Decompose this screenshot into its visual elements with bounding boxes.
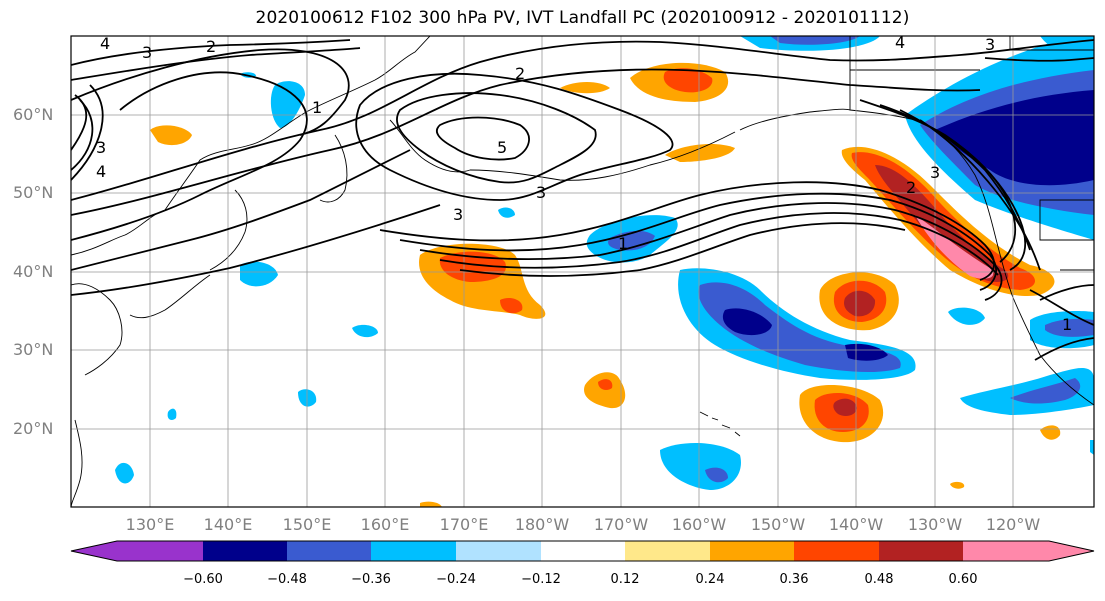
colorbar (70, 540, 1095, 562)
contour-label: 1 (1062, 315, 1072, 334)
lon-label: 170°W (593, 515, 649, 534)
colorbar-swatch (710, 541, 794, 561)
contour-label: 4 (96, 162, 106, 181)
contour-label: 1 (618, 234, 628, 253)
contour-label: 2 (206, 37, 216, 56)
contour-label: 1 (312, 98, 322, 117)
lat-label: 50°N (13, 183, 54, 202)
colorbar-swatch (287, 541, 371, 561)
contour-label: 2 (515, 64, 525, 83)
lon-label: 140°W (828, 515, 884, 534)
colorbar-swatch (879, 541, 963, 561)
lon-label: 150°W (750, 515, 806, 534)
contour-labels: 4 3 2 1 3 4 2 5 3 3 1 2 4 3 3 1 (96, 33, 1072, 334)
colorbar-extend-low (71, 541, 117, 561)
colorbar-swatch (456, 541, 541, 561)
lon-label: 140°E (203, 515, 253, 534)
contour-label: 3 (142, 43, 152, 62)
colorbar-swatch (963, 541, 1049, 561)
contour-label: 2 (906, 178, 916, 197)
colorbar-tick-label: 0.60 (948, 572, 978, 587)
lon-label: 150°E (282, 515, 332, 534)
lat-label: 60°N (13, 105, 54, 124)
colorbar-swatch (203, 541, 287, 561)
colorbar-swatch (117, 541, 203, 561)
colorbar-tick-label: −0.48 (267, 572, 307, 587)
contour-label: 3 (930, 163, 940, 182)
contour-label: 3 (453, 205, 463, 224)
contour-label: 3 (96, 138, 106, 157)
pv-contours (71, 39, 1094, 361)
colorbar-swatch (371, 541, 456, 561)
colorbar-swatch (794, 541, 879, 561)
lon-label: 160°W (671, 515, 727, 534)
lon-label: 170°E (439, 515, 489, 534)
colorbar-tick-label: −0.12 (521, 572, 561, 587)
page-title: 2020100612 F102 300 hPa PV, IVT Landfall… (255, 8, 910, 28)
colorbar-tick-label: 0.48 (864, 572, 894, 587)
colorbar-tick-label: −0.36 (351, 572, 391, 587)
contour-label: 5 (497, 138, 507, 157)
lon-label: 180°W (514, 515, 570, 534)
colorbar-tick-label: −0.24 (436, 572, 476, 587)
lon-label: 160°E (360, 515, 410, 534)
plot-frame (70, 35, 1095, 508)
lat-label: 20°N (13, 419, 54, 438)
colorbar-tick-label: −0.60 (183, 572, 223, 587)
colorbar-tick-label: 0.12 (610, 572, 640, 587)
contour-label: 3 (536, 183, 546, 202)
colorbar-tick-label: 0.36 (779, 572, 809, 587)
contour-label: 3 (985, 35, 995, 54)
lat-label: 40°N (13, 262, 54, 281)
colorbar-swatch (625, 541, 710, 561)
colorbar-extend-high (1049, 541, 1094, 561)
colorbar-tick-label: 0.24 (695, 572, 725, 587)
contour-label: 4 (895, 33, 905, 52)
lon-label: 130°E (125, 515, 175, 534)
lon-label: 120°W (985, 515, 1041, 534)
lon-label: 130°W (907, 515, 963, 534)
contour-label: 4 (100, 34, 110, 53)
negative-region-canada-core (935, 90, 1094, 186)
lat-label: 30°N (13, 340, 54, 359)
colorbar-swatch (541, 541, 625, 561)
